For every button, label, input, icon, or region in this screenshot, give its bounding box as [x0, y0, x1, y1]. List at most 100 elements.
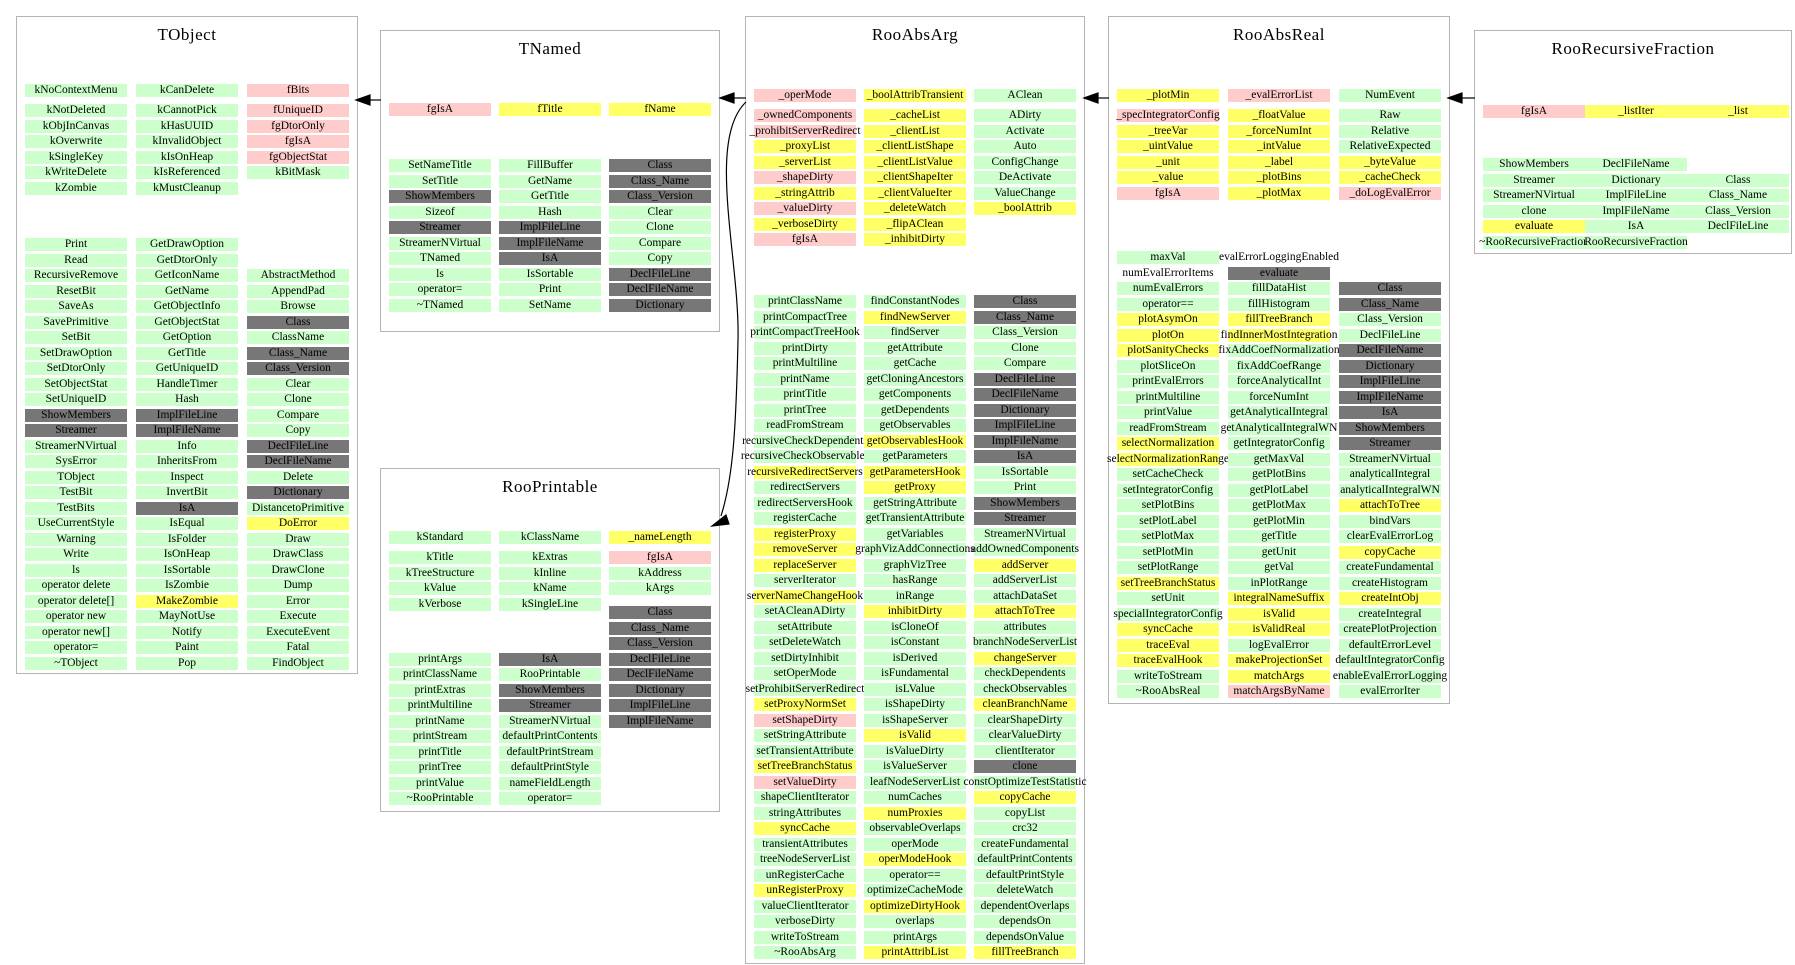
method-chip: syncCache: [754, 822, 856, 835]
method-chip: defaultPrintStyle: [499, 761, 601, 774]
class-title: TNamed: [518, 39, 582, 58]
method-chip: Clone: [247, 393, 349, 406]
method-chip: copyList: [974, 806, 1076, 820]
method-chip: StreamerNVirtual: [1483, 189, 1585, 202]
method-chip: Class_Version: [609, 637, 711, 650]
field-label: _clientValueIter: [878, 186, 952, 199]
method-chip: getComponents: [864, 388, 966, 401]
method-chip: DoError: [247, 517, 349, 530]
method-label: getPlotBins: [1252, 468, 1306, 480]
method-label: setProhibitServerRedirect: [745, 682, 865, 695]
field-chip: kCannotPick: [136, 104, 238, 117]
method-label: IsA: [541, 652, 559, 665]
method-label: operator==: [889, 868, 941, 881]
field-chip: kAddress: [609, 566, 711, 580]
field-label: fgIsA: [791, 233, 819, 245]
method-label: Print: [538, 283, 562, 295]
method-chip: SetNameTitle: [389, 159, 491, 172]
method-chip: getAnalyticalIntegralWN: [1221, 421, 1337, 435]
method-chip: setShapeDirty: [754, 713, 856, 727]
RooAbsReal-fields-column-3: NumEvent Raw Relative RelativeExpected _byte…: [1339, 89, 1441, 202]
method-label: overlaps: [895, 915, 935, 927]
method-chip: getCache: [864, 357, 966, 370]
method-label: graphVizAddConnections: [855, 543, 975, 555]
method-chip: getMaxVal: [1228, 452, 1330, 466]
method-chip: ShowMembers: [1339, 421, 1441, 435]
method-chip: getPlotMax: [1228, 499, 1330, 512]
method-label: printCompactTreeHook: [750, 326, 860, 338]
field-label: kNotDeleted: [46, 104, 106, 116]
method-chip: numCaches: [864, 791, 966, 804]
method-label: ~TObject: [54, 656, 98, 669]
method-label: getAnalyticalIntegral: [1230, 406, 1328, 418]
method-label: Hash: [175, 393, 199, 405]
method-label: printExtras: [414, 683, 466, 696]
method-label: printValue: [1144, 406, 1192, 418]
method-label: RooRecursiveFraction: [1584, 235, 1688, 248]
method-chip: Class_Name: [1339, 297, 1441, 311]
method-label: IsA: [1381, 406, 1399, 418]
method-label: TNamed: [419, 252, 461, 264]
method-chip: createPlotProjection: [1339, 623, 1441, 636]
method-label: getVariables: [886, 527, 944, 540]
field-chip: _label: [1228, 155, 1330, 169]
method-chip: getCloningAncestors: [864, 372, 966, 386]
method-chip: TestBit: [25, 486, 127, 499]
method-label: ls: [72, 563, 80, 576]
method-label: logEvalError: [1248, 638, 1310, 651]
method-chip: IsOnHeap: [136, 548, 238, 561]
method-chip: DrawClone: [247, 563, 349, 577]
method-label: hasRange: [892, 574, 938, 586]
method-label: Streamer: [1513, 173, 1555, 186]
method-chip: getStringAttribute: [864, 496, 966, 510]
field-chip: _byteValue: [1339, 155, 1441, 169]
method-label: traceEval: [1146, 638, 1190, 651]
method-label: getComponents: [878, 388, 952, 400]
method-label: clearShapeDirty: [987, 713, 1063, 726]
method-label: ls: [436, 267, 444, 280]
method-chip: setPlotRange: [1117, 561, 1219, 574]
method-chip: dependsOn: [974, 915, 1076, 928]
method-label: getObservablesHook: [866, 434, 964, 447]
method-label: IsA: [541, 252, 559, 264]
field-label: fgObjectStat: [268, 150, 328, 163]
field-label: fgIsA: [426, 103, 454, 115]
method-label: ImplFileLine: [519, 221, 581, 233]
method-label: Info: [177, 439, 197, 452]
method-label: DrawClone: [271, 563, 325, 576]
method-label: Class_Name: [1360, 297, 1420, 310]
method-label: printCompactTree: [763, 310, 847, 323]
method-chip: defaultPrintContents: [499, 730, 601, 743]
method-label: SaveAs: [58, 300, 94, 312]
TObject-fields-column-2: kCanDelete kCannotPick kHasUUID kInvalidObj…: [136, 84, 238, 197]
method-label: DeclFileName: [626, 668, 694, 680]
method-chip: makeProjectionSet: [1228, 654, 1330, 667]
field-label: _treeVar: [1148, 124, 1188, 137]
field-label: kExtras: [532, 551, 568, 563]
RooPrintable-methods-column-2: IsA RooPrintable ShowMembers Streamer Stream…: [499, 606, 601, 808]
method-label: RooPrintable: [519, 668, 581, 680]
method-label: operator=: [527, 792, 573, 804]
field-chip: kCanDelete: [136, 84, 238, 97]
method-label: MayNotUse: [158, 610, 216, 622]
RooAbsArg-fields-column-3: AClean ADirty Activate Auto ConfigChange DeAc…: [974, 89, 1076, 249]
method-label: findNewServer: [879, 310, 951, 323]
method-chip: ls: [25, 563, 127, 577]
method-chip: ShowMembers: [974, 496, 1076, 510]
method-chip: GetIconName: [136, 269, 238, 282]
field-label: kName: [533, 582, 567, 594]
method-label: setPlotBins: [1141, 499, 1195, 511]
method-chip: printCompactTreeHook: [750, 326, 860, 339]
method-label: setShapeDirty: [772, 713, 838, 726]
method-chip: isFundamental: [864, 667, 966, 680]
method-label: Class: [285, 315, 311, 328]
field-label: _clientShapeIter: [877, 171, 953, 183]
method-chip: printArgs: [389, 652, 491, 666]
method-label: setStringAttribute: [763, 729, 847, 741]
method-chip: IsSortable: [136, 563, 238, 577]
method-label: leafNodeServerList: [869, 775, 961, 788]
TNamed-fields-column-3: fName: [609, 103, 711, 119]
method-label: findInnerMostIntegration: [1220, 328, 1338, 341]
method-chip: Dictionary: [609, 298, 711, 312]
field-chip: _clientValueIter: [864, 186, 966, 200]
